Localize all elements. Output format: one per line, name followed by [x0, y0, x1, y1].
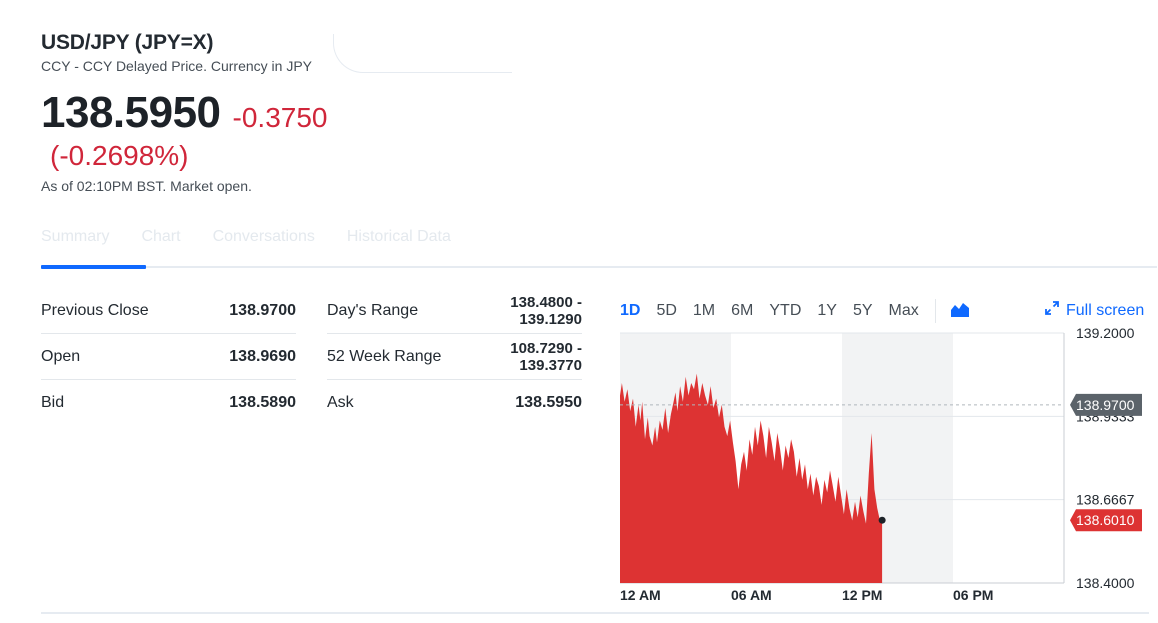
range-1m-button[interactable]: 1M: [692, 302, 716, 319]
x-tick-label: 12 AM: [620, 587, 661, 603]
stat-days-range: Day's Range 138.4800 - 139.1290: [327, 288, 582, 334]
current-price-tag: 138.6010: [1070, 509, 1142, 532]
quote-tabs: Summary Chart Conversations Historical D…: [41, 222, 483, 252]
stat-value: 138.9700: [229, 301, 296, 319]
quote-subtitle: CCY - CCY Delayed Price. Currency in JPY: [41, 58, 313, 74]
price-change-percent: (-0.2698%): [50, 140, 189, 171]
x-tick-label: 06 PM: [953, 587, 993, 603]
range-5d-button[interactable]: 5D: [656, 302, 677, 319]
tab-summary[interactable]: Summary: [41, 228, 110, 245]
range-separator: [934, 299, 936, 323]
stat-ask: Ask 138.5950: [327, 380, 582, 425]
quote-title: USD/JPY (JPY=X): [41, 31, 214, 54]
stat-value: 108.7290 - 139.3770: [510, 340, 582, 374]
tab-divider: [41, 266, 1157, 268]
stat-bid: Bid 138.5890: [41, 380, 296, 425]
current-price: 138.5950: [41, 88, 221, 137]
stat-value-line: 138.4800 -: [510, 293, 582, 311]
current-price-tag-label: 138.6010: [1076, 512, 1135, 528]
stat-label: Open: [41, 347, 81, 365]
area-chart-icon[interactable]: [950, 301, 970, 322]
stat-open: Open 138.9690: [41, 334, 296, 380]
price-area: [620, 373, 883, 583]
x-tick-label: 12 PM: [842, 587, 882, 603]
range-5y-button[interactable]: 5Y: [852, 302, 873, 319]
stat-label: Day's Range: [327, 301, 419, 319]
stats-column-left: Previous Close 138.9700 Open 138.9690 Bi…: [41, 288, 296, 425]
tab-conversations[interactable]: Conversations: [212, 228, 315, 245]
stat-value: 138.9690: [229, 347, 296, 365]
price-change: -0.3750: [232, 102, 328, 133]
stats-column-right: Day's Range 138.4800 - 139.1290 52 Week …: [327, 288, 582, 425]
tab-historical-data[interactable]: Historical Data: [346, 228, 451, 245]
stat-value-line: 139.1290: [519, 310, 582, 328]
range-6m-button[interactable]: 6M: [731, 302, 754, 319]
stat-value: 138.4800 - 139.1290: [510, 294, 582, 328]
x-tick-label: 06 AM: [731, 587, 772, 603]
previous-close-tag-label: 138.9700: [1076, 397, 1135, 413]
stat-label: Previous Close: [41, 301, 149, 319]
current-price-dot: [878, 516, 886, 524]
range-ytd-button[interactable]: YTD: [769, 302, 802, 319]
stat-value: 138.5950: [515, 393, 582, 411]
stat-label: 52 Week Range: [327, 347, 442, 365]
previous-close-tag-shape: [1070, 393, 1142, 416]
market-status: As of 02:10PM BST. Market open.: [41, 178, 252, 194]
previous-close-tag: 138.9700: [1070, 393, 1142, 416]
tab-active-indicator: [41, 265, 146, 269]
price-row: 138.5950 -0.3750: [41, 88, 328, 138]
bottom-divider: [41, 612, 1149, 614]
range-max-button[interactable]: Max: [888, 302, 919, 319]
current-price-tag-shape: [1070, 509, 1142, 532]
range-1d-button[interactable]: 1D: [620, 302, 641, 319]
y-tick-label: 138.4000: [1076, 575, 1135, 591]
expand-arrows-icon: [1044, 300, 1066, 321]
quote-header: USD/JPY (JPY=X) CCY - CCY Delayed Price.…: [41, 30, 312, 75]
stat-52-week-range: 52 Week Range 108.7290 - 139.3770: [327, 334, 582, 380]
stat-value-line: 108.7290 -: [510, 339, 582, 357]
stat-label: Ask: [327, 393, 354, 411]
stat-previous-close: Previous Close 138.9700: [41, 288, 296, 334]
fullscreen-button[interactable]: Full screen: [1044, 300, 1144, 321]
y-tick-label: 138.6667: [1076, 492, 1135, 508]
stat-value: 138.5890: [229, 393, 296, 411]
y-tick-label: 139.2000: [1076, 325, 1135, 341]
range-1y-button[interactable]: 1Y: [817, 302, 837, 319]
stat-value-line: 139.3770: [519, 356, 582, 374]
tab-chart[interactable]: Chart: [141, 228, 181, 245]
stat-label: Bid: [41, 393, 65, 411]
range-selector: 1D 5D 1M 6M YTD 1Y 5Y Max: [620, 298, 970, 324]
fullscreen-label: Full screen: [1066, 301, 1145, 319]
